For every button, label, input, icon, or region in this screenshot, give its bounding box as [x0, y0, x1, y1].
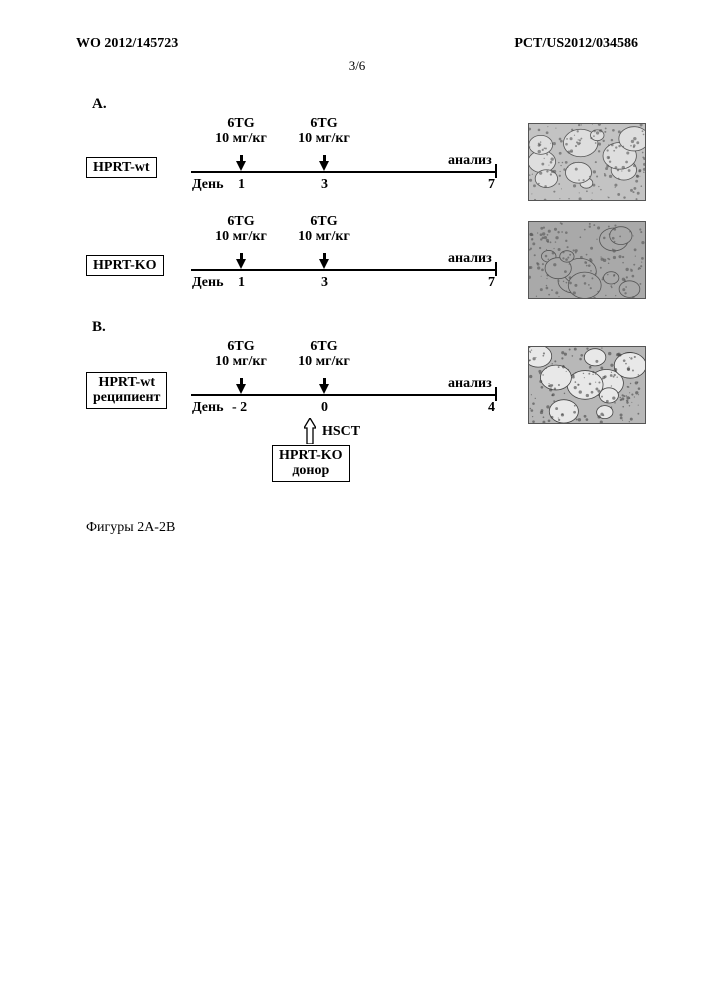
arrow-up-icon	[304, 418, 316, 444]
t3: 4	[488, 400, 495, 416]
tick-end	[495, 387, 497, 401]
header-right: PCT/US2012/034586	[514, 36, 638, 52]
day-label: День	[192, 275, 224, 291]
t2: 3	[321, 177, 328, 193]
group-box: HPRT-KO	[86, 255, 164, 276]
arrow-down-icon	[319, 384, 329, 394]
arrow-down-icon	[319, 259, 329, 269]
header-left: WO 2012/145723	[76, 36, 178, 52]
axis-line	[191, 269, 496, 271]
t1: - 2	[232, 400, 247, 416]
page-number: 3/6	[0, 58, 714, 74]
timeline-a2: HPRT-KO 6TG10 мг/кг 6TG10 мг/кг День 1 3…	[86, 215, 646, 307]
arrow-down-icon	[236, 384, 246, 394]
tick-end	[495, 262, 497, 276]
timeline-b1: HPRT-wt реципиент 6TG10 мг/кг 6TG10 мг/к…	[86, 340, 646, 490]
arrow-down-icon	[236, 259, 246, 269]
histology-thumb	[528, 221, 646, 299]
day-label: День	[192, 177, 224, 193]
timeline-a1: HPRT-wt 6TG10 мг/кг 6TG10 мг/кг День 1 3…	[86, 117, 646, 209]
t2: 0	[321, 400, 328, 416]
dose-1: 6TG10 мг/кг	[209, 215, 273, 244]
panel-a-label: A.	[92, 96, 646, 113]
histology-thumb	[528, 123, 646, 201]
t1: 1	[238, 275, 245, 291]
donor-box: HPRT-KO донор	[272, 445, 350, 482]
figure-2: A. HPRT-wt 6TG10 мг/кг 6TG10 мг/кг День …	[86, 90, 646, 496]
axis-line	[191, 394, 496, 396]
dose-2: 6TG10 мг/кг	[292, 215, 356, 244]
analysis: анализ	[448, 153, 492, 169]
tick-end	[495, 164, 497, 178]
figure-caption: Фигуры 2A-2B	[86, 520, 175, 536]
dose-2: 6TG10 мг/кг	[292, 117, 356, 146]
dose-2: 6TG10 мг/кг	[292, 340, 356, 369]
axis-line	[191, 171, 496, 173]
t3: 7	[488, 177, 495, 193]
arrow-down-icon	[319, 161, 329, 171]
hsct-label: HSCT	[322, 424, 360, 440]
t2: 3	[321, 275, 328, 291]
panel-b-label: B.	[92, 319, 646, 336]
t3: 7	[488, 275, 495, 291]
histology-thumb	[528, 346, 646, 424]
dose-1: 6TG10 мг/кг	[209, 117, 273, 146]
t1: 1	[238, 177, 245, 193]
group-box: HPRT-wt	[86, 157, 157, 178]
day-label: День	[192, 400, 224, 416]
analysis: анализ	[448, 376, 492, 392]
dose-1: 6TG10 мг/кг	[209, 340, 273, 369]
group-box: HPRT-wt реципиент	[86, 372, 167, 409]
analysis: анализ	[448, 251, 492, 267]
arrow-down-icon	[236, 161, 246, 171]
